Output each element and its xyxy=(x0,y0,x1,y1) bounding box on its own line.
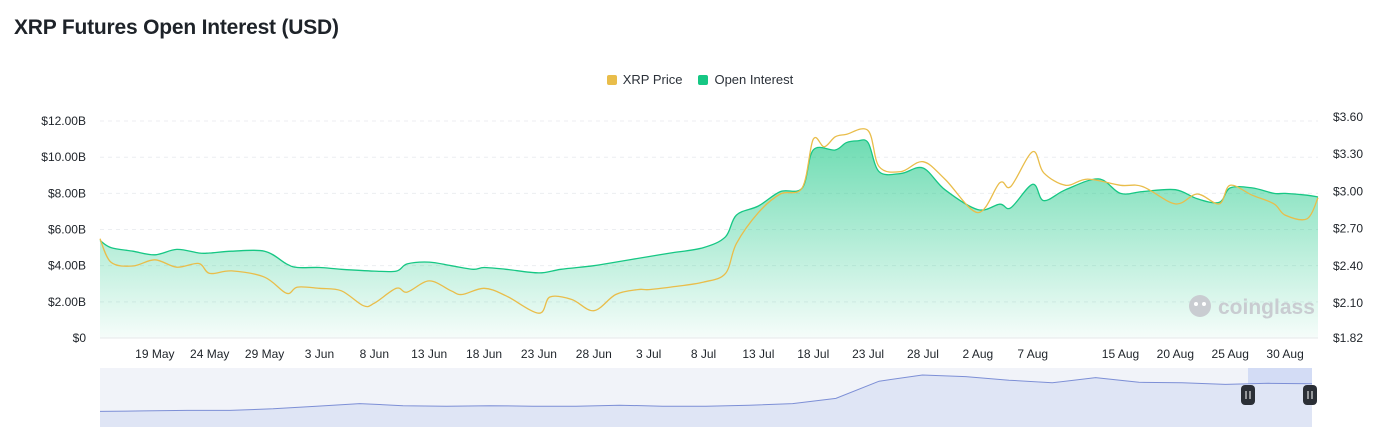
plot-area xyxy=(99,128,1319,338)
coinglass-logo-icon xyxy=(1189,295,1211,317)
x-tick-label: 30 Aug xyxy=(1266,347,1303,361)
x-tick-label: 28 Jun xyxy=(576,347,612,361)
x-tick-label: 7 Aug xyxy=(1017,347,1048,361)
x-tick-label: 8 Jul xyxy=(691,347,716,361)
x-tick-label: 24 May xyxy=(190,347,229,361)
coinglass-logo-eye-icon xyxy=(1194,302,1198,306)
legend-label-xrp-price: XRP Price xyxy=(622,72,683,87)
y-left-tick-label: $2.00B xyxy=(48,295,86,309)
y-left-tick-label: $0 xyxy=(73,331,87,345)
overview-navigator[interactable] xyxy=(99,368,1317,427)
legend-swatch-open-interest xyxy=(698,74,709,85)
overview-line xyxy=(99,374,1313,412)
y-left-tick-label: $8.00B xyxy=(48,186,86,200)
x-tick-label: 2 Aug xyxy=(962,347,993,361)
x-tick-label: 25 Aug xyxy=(1212,347,1249,361)
y-right-tick-label: $3.30 xyxy=(1333,147,1363,161)
watermark-text: coinglass xyxy=(1218,296,1315,319)
y-left-tick-label: $4.00B xyxy=(48,259,86,273)
legend-item-xrp-price[interactable]: XRP Price xyxy=(606,72,683,87)
y-left-tick-label: $10.00B xyxy=(41,150,86,164)
x-tick-label: 8 Jun xyxy=(360,347,389,361)
overview-handle-right[interactable] xyxy=(1303,385,1317,405)
x-tick-label: 3 Jul xyxy=(636,347,661,361)
overview-handle-left[interactable] xyxy=(1241,385,1255,405)
axes: $0 $2.00B $4.00B $6.00B $8.00B $10.00B $12.00B… xyxy=(41,110,1363,361)
x-tick-label: 15 Aug xyxy=(1102,347,1139,361)
y-right-tick-label: $3.00 xyxy=(1333,184,1363,198)
x-tick-label: 28 Jul xyxy=(907,347,939,361)
y-right-tick-label: $2.70 xyxy=(1333,222,1363,236)
legend-label-open-interest: Open Interest xyxy=(714,72,794,87)
y-right-tick-label: $3.60 xyxy=(1333,110,1363,124)
legend-item-open-interest[interactable]: Open Interest xyxy=(698,72,793,87)
x-tick-label: 23 Jun xyxy=(521,347,557,361)
y-left-tick-label: $12.00B xyxy=(41,114,86,128)
x-tick-label: 13 Jun xyxy=(411,347,447,361)
overview-area xyxy=(100,375,1312,427)
y-right-tick-label: $2.40 xyxy=(1333,259,1363,273)
legend: XRP Price Open Interest xyxy=(0,72,1400,87)
page-title: XRP Futures Open Interest (USD) xyxy=(14,16,339,39)
x-tick-label: 13 Jul xyxy=(742,347,774,361)
xrp-price-line xyxy=(99,128,1319,314)
x-tick-label: 23 Jul xyxy=(852,347,884,361)
watermark: coinglass xyxy=(1189,295,1315,319)
x-tick-label: 19 May xyxy=(135,347,174,361)
open-interest-line xyxy=(99,139,1319,274)
y-right-tick-label: $2.10 xyxy=(1333,296,1363,310)
x-tick-label: 18 Jun xyxy=(466,347,502,361)
x-tick-label: 29 May xyxy=(245,347,284,361)
open-interest-area xyxy=(100,139,1318,338)
coinglass-logo-eye2-icon xyxy=(1202,302,1206,306)
x-tick-label: 3 Jun xyxy=(305,347,334,361)
x-tick-label: 20 Aug xyxy=(1157,347,1194,361)
legend-swatch-xrp-price xyxy=(606,74,617,85)
y-right-tick-label: $1.82 xyxy=(1333,331,1363,345)
x-tick-label: 18 Jul xyxy=(797,347,829,361)
y-left-tick-label: $6.00B xyxy=(48,223,86,237)
